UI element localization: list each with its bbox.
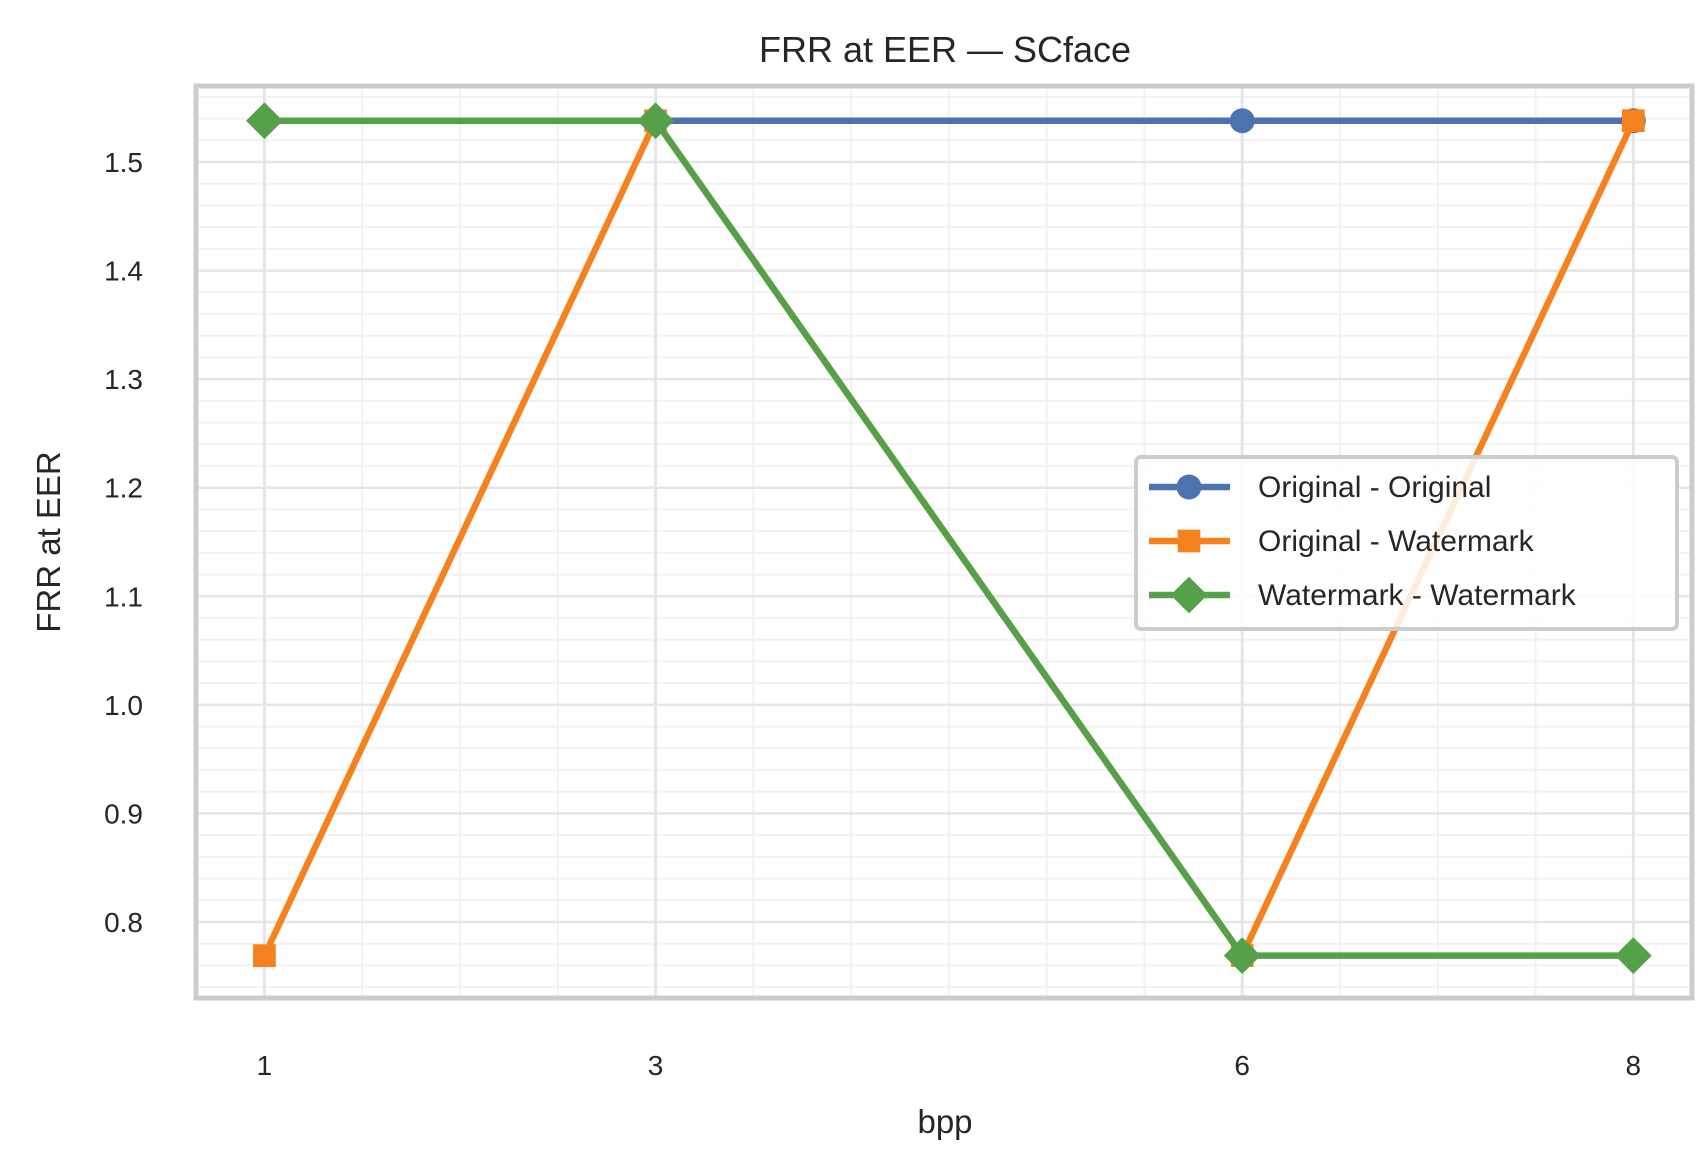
x-tick-label: 6 — [1234, 1050, 1250, 1081]
legend-item: Watermark - Watermark — [1149, 576, 1577, 614]
series-watermark-watermark — [246, 102, 1652, 975]
data-point-square — [1177, 529, 1201, 553]
y-tick-label: 0.8 — [104, 907, 143, 938]
series-group — [246, 102, 1652, 975]
data-point-diamond — [1223, 937, 1261, 975]
x-tick-label: 8 — [1626, 1050, 1642, 1081]
data-point-diamond — [1614, 937, 1652, 975]
chart-title: FRR at EER — SCface — [759, 29, 1131, 70]
x-tick-label: 1 — [257, 1050, 273, 1081]
y-tick-label: 1.0 — [104, 690, 143, 721]
series-line — [264, 117, 1634, 959]
y-axis-label: FRR at EER — [30, 451, 67, 633]
y-tick-label: 1.1 — [104, 581, 143, 612]
tick-labels: 0.8 0.9 1.0 1.1 1.2 1.3 1.4 1.5 1 3 6 8 — [104, 147, 1641, 1081]
plot-frame — [193, 83, 1695, 1001]
legend-item: Original - Original — [1149, 471, 1491, 504]
data-point-circle — [1176, 474, 1202, 500]
legend-item: Original - Watermark — [1149, 525, 1535, 558]
data-point-diamond — [637, 102, 674, 140]
y-tick-label: 1.2 — [104, 473, 143, 504]
data-point-circle — [1229, 108, 1255, 134]
x-axis-label: bpp — [917, 1103, 972, 1140]
legend: Original - Original Original - Watermark W… — [1134, 455, 1679, 631]
y-tick-label: 0.9 — [104, 798, 143, 829]
data-point-square — [253, 944, 276, 968]
y-tick-label: 1.3 — [104, 364, 143, 395]
data-point-square — [1621, 109, 1645, 133]
legend-label: Watermark - Watermark — [1258, 579, 1577, 612]
y-tick-label: 1.4 — [104, 256, 143, 287]
legend-label: Original - Watermark — [1258, 525, 1535, 558]
legend-label: Original - Original — [1258, 471, 1491, 504]
data-point-diamond — [1170, 576, 1208, 614]
y-tick-label: 1.5 — [104, 147, 143, 178]
x-tick-label: 3 — [648, 1050, 664, 1081]
data-point-diamond — [246, 102, 283, 140]
legend-box — [1134, 455, 1679, 631]
